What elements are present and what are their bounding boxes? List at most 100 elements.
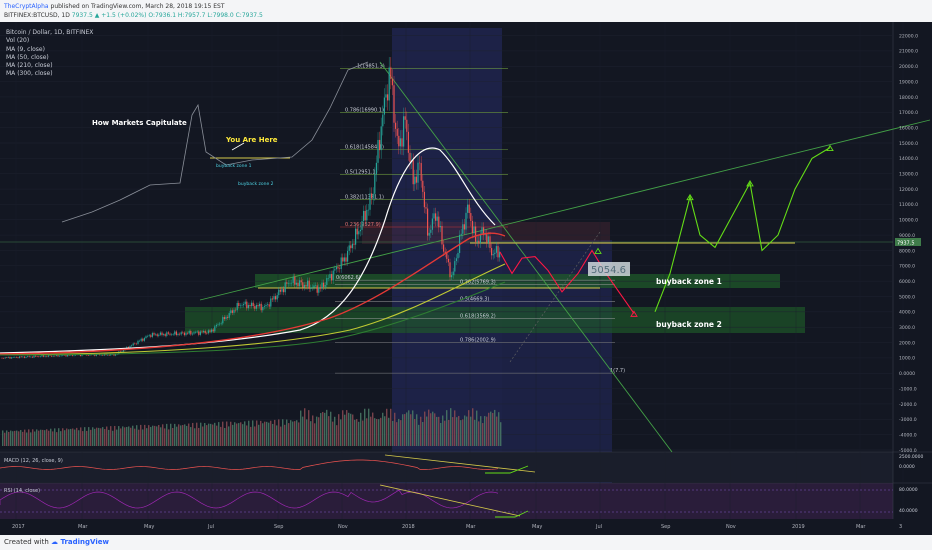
ma-300-line [0, 263, 506, 356]
price-axis[interactable]: 22000.0 21000.0 20000.0 19000.0 18000.0 17000… [899, 33, 918, 453]
volume-bar [150, 426, 152, 446]
volume-bar [64, 430, 66, 446]
volume-bar [262, 423, 264, 446]
volume-bar [404, 414, 406, 446]
volume-bar [8, 431, 10, 446]
volume-bar [52, 431, 54, 446]
volume-bar [148, 425, 150, 446]
fib-label: 1(19851.3) [357, 64, 385, 70]
rsi-axis-80: 80.0000 [899, 487, 918, 493]
candle [286, 282, 288, 284]
candle [276, 295, 278, 300]
candle [297, 282, 299, 287]
candle [404, 116, 406, 120]
candle [195, 332, 197, 333]
volume-bar [338, 414, 340, 446]
volume-bar [180, 425, 182, 446]
price-chart[interactable]: 1(19851.3) 0.786(16990.1) 0.618(14584.1) 0.… [0, 22, 932, 535]
volume-bar [468, 410, 470, 446]
candle [428, 232, 430, 236]
candle [199, 331, 201, 335]
candle [359, 229, 361, 232]
candle [132, 343, 134, 346]
volume-bar [128, 426, 130, 446]
candle [220, 323, 222, 324]
header-line-1: TheCryptAlpha published on TradingView.c… [4, 3, 225, 10]
volume-bar [434, 413, 436, 446]
volume-bar [440, 422, 442, 446]
volume-bar [144, 424, 146, 446]
candle [403, 116, 405, 147]
tradingview-logo[interactable]: ☁ TradingView [51, 538, 109, 546]
time-tick: Mar [466, 524, 476, 530]
volume-bar [344, 414, 346, 446]
volume-bar [282, 419, 284, 446]
time-tick: Jul [595, 524, 602, 530]
candle [283, 289, 285, 293]
volume-bars [2, 408, 502, 446]
time-tick: Mar [78, 524, 88, 530]
time-tick: Nov [726, 524, 736, 530]
volume-bar [326, 409, 328, 446]
volume-bar [298, 422, 300, 446]
price-tick: 5000.0 [899, 294, 915, 300]
candle [166, 332, 168, 336]
volume-bar [246, 425, 248, 446]
volume-bar [80, 427, 82, 446]
candle [454, 261, 456, 272]
candle [87, 355, 89, 356]
candle [36, 356, 38, 357]
volume-bar [60, 431, 62, 446]
price-tick: 1000.0 [899, 356, 915, 362]
candle [292, 276, 294, 283]
candle [449, 262, 451, 278]
price-tick: 7000.0 [899, 264, 915, 270]
candle [247, 305, 249, 309]
buyback-zone-1-label: buyback zone 1 [656, 277, 722, 286]
candle [406, 119, 408, 132]
time-axis[interactable]: 2017 Mar May Jul Sep Nov 2018 Mar May Jul Sep Nov 20… [12, 524, 902, 530]
candle [407, 131, 409, 153]
volume-bar [164, 428, 166, 446]
price-tick: 19000.0 [899, 79, 918, 85]
time-tick: Mar [856, 524, 866, 530]
volume-bar [442, 415, 444, 446]
volume-bar [322, 411, 324, 446]
candle [142, 338, 144, 341]
candle [255, 305, 257, 309]
candle [347, 250, 349, 262]
candle [478, 240, 480, 244]
volume-bar [114, 425, 116, 446]
candle [295, 282, 297, 285]
candle [238, 302, 240, 307]
volume-bar [350, 413, 352, 446]
volume-bar [66, 428, 68, 446]
time-tick: 2019 [792, 524, 805, 530]
volume-bar [452, 417, 454, 446]
candle [393, 85, 395, 123]
volume-bar [228, 426, 230, 446]
candle [30, 356, 32, 358]
candle [148, 335, 150, 336]
volume-bar [424, 411, 426, 446]
candle [231, 310, 233, 313]
volume-bar [126, 426, 128, 446]
volume-bar [500, 422, 502, 446]
candle [374, 174, 376, 194]
candle [492, 254, 494, 256]
volume-bar [102, 427, 104, 446]
candle [243, 304, 245, 306]
time-tick: Nov [338, 524, 348, 530]
volume-bar [478, 421, 480, 446]
volume-bar [256, 420, 258, 446]
author-link[interactable]: TheCryptAlpha [4, 3, 49, 10]
volume-bar [26, 432, 28, 446]
volume-bar [274, 419, 276, 446]
rsi-projection [495, 510, 529, 518]
candle [4, 357, 6, 359]
time-tick: May [532, 524, 542, 530]
volume-bar [314, 423, 316, 446]
candle [233, 309, 235, 313]
candle [44, 356, 46, 357]
analog-bz2-label: buyback zone 2 [238, 181, 274, 187]
